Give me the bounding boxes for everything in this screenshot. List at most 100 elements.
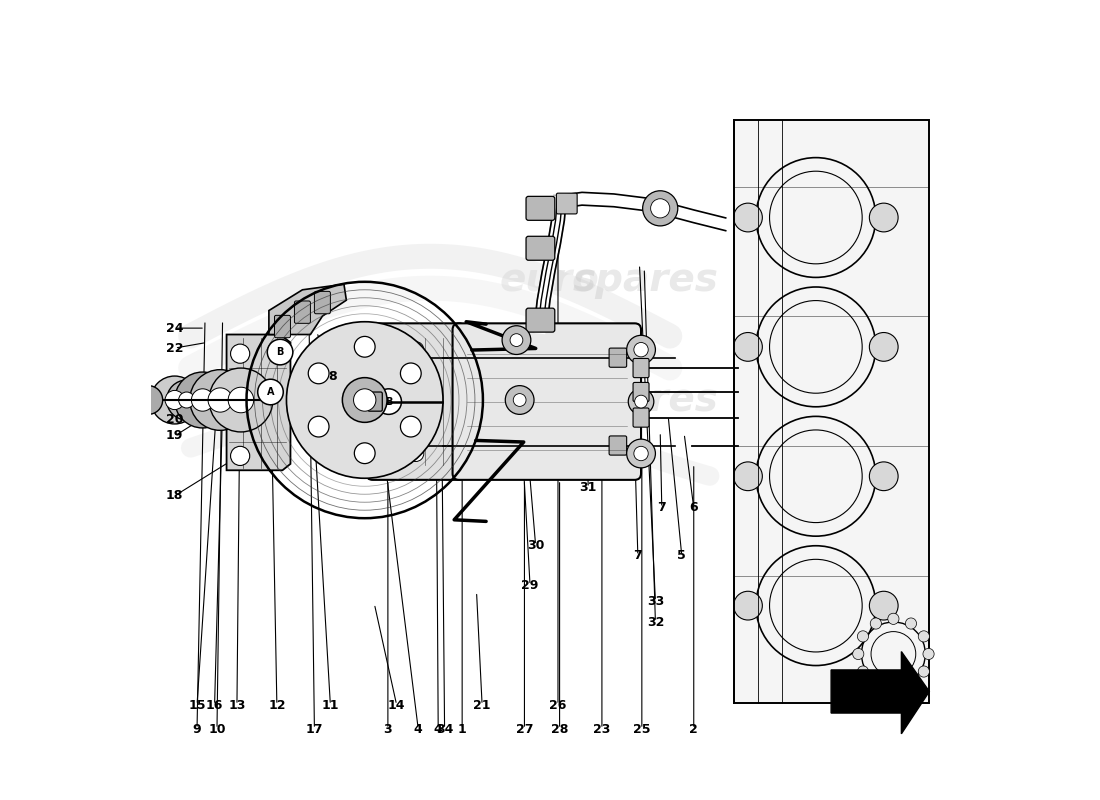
Text: 17: 17 — [306, 722, 323, 735]
Circle shape — [635, 395, 648, 408]
Circle shape — [151, 376, 199, 424]
Circle shape — [734, 591, 762, 620]
Text: euro: euro — [244, 381, 344, 419]
Circle shape — [888, 614, 899, 625]
FancyBboxPatch shape — [452, 323, 641, 480]
Circle shape — [918, 666, 930, 677]
Circle shape — [627, 439, 656, 468]
Circle shape — [870, 678, 881, 690]
Circle shape — [175, 372, 231, 428]
Circle shape — [905, 618, 916, 629]
Circle shape — [869, 462, 898, 490]
Circle shape — [231, 446, 250, 466]
Text: 15: 15 — [188, 698, 206, 711]
Text: 7: 7 — [658, 502, 667, 514]
FancyBboxPatch shape — [526, 196, 554, 220]
Circle shape — [734, 462, 762, 490]
Text: euro: euro — [500, 381, 600, 419]
Circle shape — [857, 630, 869, 642]
Text: 32: 32 — [647, 615, 664, 629]
Circle shape — [510, 334, 522, 346]
Circle shape — [354, 443, 375, 464]
Circle shape — [905, 678, 916, 690]
Circle shape — [869, 591, 898, 620]
Text: spares: spares — [573, 262, 718, 299]
Text: 12: 12 — [268, 698, 286, 711]
Circle shape — [514, 394, 526, 406]
FancyBboxPatch shape — [275, 315, 290, 338]
Text: 33: 33 — [647, 594, 664, 608]
Text: 19: 19 — [166, 430, 184, 442]
Circle shape — [190, 370, 251, 430]
Circle shape — [408, 394, 424, 410]
Circle shape — [354, 336, 375, 357]
Circle shape — [400, 363, 421, 384]
Text: 1: 1 — [458, 722, 466, 735]
Polygon shape — [832, 651, 930, 734]
Circle shape — [502, 326, 531, 354]
Circle shape — [628, 389, 653, 414]
FancyBboxPatch shape — [315, 291, 330, 314]
Circle shape — [353, 389, 376, 411]
Circle shape — [165, 390, 184, 410]
FancyBboxPatch shape — [526, 236, 554, 260]
FancyBboxPatch shape — [295, 301, 310, 323]
FancyBboxPatch shape — [367, 392, 383, 411]
Circle shape — [869, 203, 898, 232]
Circle shape — [167, 380, 207, 420]
Text: 34: 34 — [436, 722, 453, 735]
Text: 3: 3 — [384, 722, 393, 735]
Circle shape — [228, 387, 254, 413]
Text: spares: spares — [573, 381, 718, 419]
Text: 9: 9 — [192, 722, 201, 735]
Text: 5: 5 — [678, 550, 686, 562]
FancyBboxPatch shape — [634, 358, 649, 378]
Circle shape — [408, 446, 424, 462]
Circle shape — [376, 389, 402, 414]
Circle shape — [286, 322, 443, 478]
Text: 4: 4 — [433, 722, 442, 735]
Text: 11: 11 — [321, 698, 339, 711]
FancyBboxPatch shape — [634, 408, 649, 427]
Text: spares: spares — [317, 381, 463, 419]
Circle shape — [888, 683, 899, 694]
Circle shape — [918, 630, 930, 642]
Circle shape — [191, 389, 213, 411]
Circle shape — [400, 416, 421, 437]
Circle shape — [627, 335, 656, 364]
Text: 16: 16 — [206, 698, 223, 711]
Text: 28: 28 — [551, 722, 569, 735]
Text: B: B — [276, 347, 284, 357]
Circle shape — [178, 392, 195, 408]
Circle shape — [852, 648, 864, 659]
FancyBboxPatch shape — [557, 193, 578, 214]
Circle shape — [134, 386, 163, 414]
Text: euro: euro — [500, 262, 600, 299]
Circle shape — [505, 386, 534, 414]
Circle shape — [642, 190, 678, 226]
Text: 14: 14 — [388, 698, 406, 711]
FancyBboxPatch shape — [609, 436, 627, 455]
Text: 18: 18 — [166, 490, 184, 502]
Circle shape — [734, 333, 762, 362]
Text: 24: 24 — [166, 322, 184, 334]
Text: 25: 25 — [634, 722, 650, 735]
Text: 21: 21 — [473, 698, 491, 711]
Circle shape — [923, 648, 934, 659]
Circle shape — [308, 363, 329, 384]
Text: 13: 13 — [229, 698, 245, 711]
Text: 8: 8 — [329, 370, 337, 382]
Text: 23: 23 — [593, 722, 611, 735]
Text: 31: 31 — [580, 482, 597, 494]
Polygon shape — [268, 284, 346, 334]
Text: 22: 22 — [166, 342, 184, 354]
Text: 26: 26 — [549, 698, 566, 711]
Circle shape — [634, 342, 648, 357]
Circle shape — [634, 446, 648, 461]
Circle shape — [342, 378, 387, 422]
FancyBboxPatch shape — [609, 348, 627, 367]
Text: 7: 7 — [634, 550, 642, 562]
Text: 27: 27 — [516, 722, 534, 735]
Text: 10: 10 — [208, 722, 226, 735]
Text: 6: 6 — [690, 502, 698, 514]
